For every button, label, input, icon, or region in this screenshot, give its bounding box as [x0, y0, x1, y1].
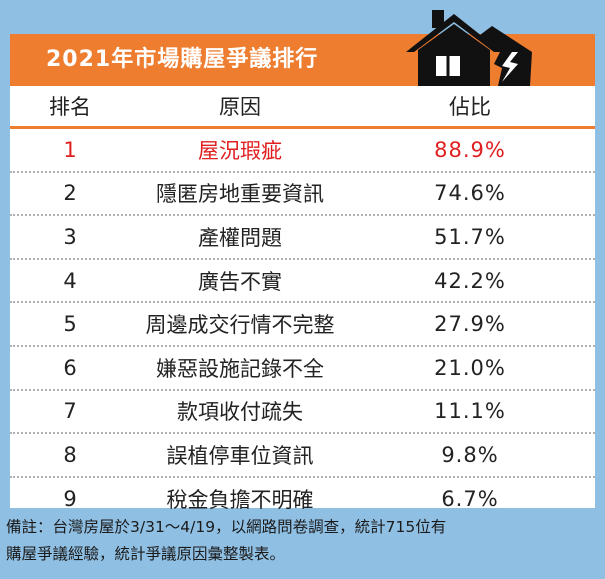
reason-cell: 周邊成交行情不完整 [145, 313, 335, 338]
reason-cell: 產權問題 [198, 225, 282, 250]
share-cell: 42.2% [434, 268, 506, 293]
rank-cell: 2 [63, 181, 77, 206]
table-header: 排名 原因 佔比 [10, 86, 595, 129]
reason-cell: 嫌惡設施記錄不全 [156, 356, 324, 381]
table-row: 5 周邊成交行情不完整 27.9% [10, 303, 595, 347]
rank-cell: 6 [63, 355, 77, 380]
reason-cell: 廣告不實 [198, 269, 282, 294]
reason-cell: 屋況瑕疵 [198, 138, 282, 163]
table-row: 9 稅金負擔不明確 6.7% [10, 478, 595, 520]
rank-cell: 1 [63, 137, 77, 162]
header-share: 佔比 [449, 95, 491, 119]
ranking-card: 2021年市場購屋爭議排行 排名 原因 佔比 1 屋況瑕疵 88.9% 2 隱匿房地重要… [10, 34, 595, 512]
header-reason: 原因 [219, 95, 261, 119]
page-title: 2021年市場購屋爭議排行 [46, 47, 319, 72]
table-body: 1 屋況瑕疵 88.9% 2 隱匿房地重要資訊 74.6% 3 產權問題 51.7% 4 廣告不實 4… [10, 129, 595, 519]
reason-cell: 誤植停車位資訊 [166, 443, 314, 468]
rank-cell: 7 [63, 399, 77, 424]
share-cell: 9.8% [441, 442, 499, 467]
share-cell: 74.6% [434, 181, 506, 206]
table-row: 6 嫌惡設施記錄不全 21.0% [10, 347, 595, 391]
table-row: 3 產權問題 51.7% [10, 216, 595, 260]
share-cell: 6.7% [441, 486, 499, 511]
share-cell: 27.9% [434, 312, 506, 337]
rank-cell: 4 [63, 268, 77, 293]
rank-cell: 9 [63, 486, 77, 511]
table-row: 8 誤植停車位資訊 9.8% [10, 434, 595, 478]
rank-cell: 3 [63, 224, 77, 249]
share-cell: 11.1% [434, 399, 506, 424]
broken-house-icon [406, 10, 532, 86]
header-rank: 排名 [49, 95, 91, 119]
footnote-line-2: 購屋爭議經驗，統計爭議原因彙整製表。 [6, 545, 286, 563]
share-cell: 88.9% [434, 137, 506, 162]
reason-cell: 稅金負擔不明確 [166, 487, 314, 512]
reason-cell: 款項收付疏失 [177, 400, 303, 425]
share-cell: 21.0% [434, 355, 506, 380]
reason-cell: 隱匿房地重要資訊 [156, 182, 324, 207]
table-row: 2 隱匿房地重要資訊 74.6% [10, 173, 595, 217]
table-row: 7 款項收付疏失 11.1% [10, 391, 595, 435]
table-row: 4 廣告不實 42.2% [10, 260, 595, 304]
rank-cell: 5 [63, 312, 77, 337]
share-cell: 51.7% [434, 224, 506, 249]
table-row: 1 屋況瑕疵 88.9% [10, 129, 595, 173]
footnote-line-1: 備註：台灣房屋於3/31～4/19，以網路問卷調查，統計715位有 [6, 518, 447, 536]
rank-cell: 8 [63, 442, 77, 467]
footnote: 備註：台灣房屋於3/31～4/19，以網路問卷調查，統計715位有 購屋爭議經驗… [6, 514, 601, 568]
